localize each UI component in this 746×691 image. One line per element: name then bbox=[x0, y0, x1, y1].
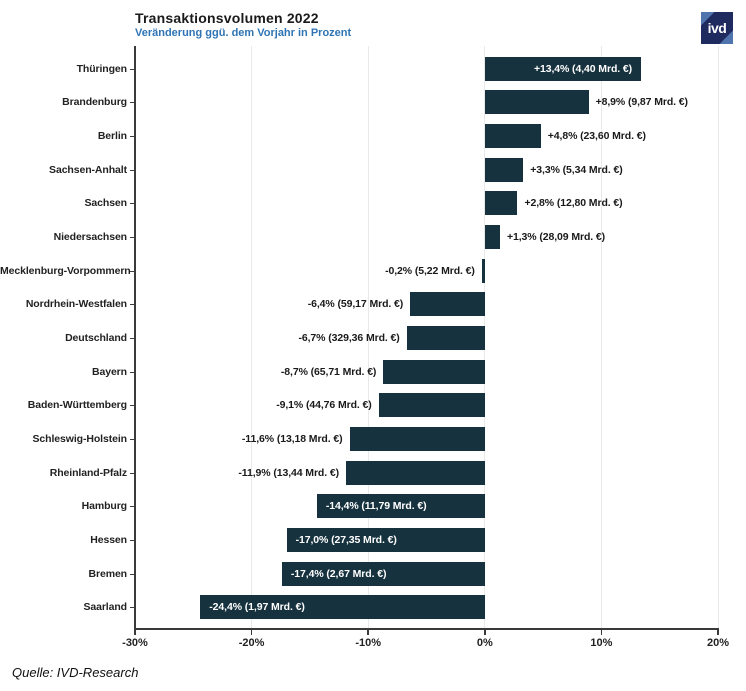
x-axis-tick bbox=[600, 629, 603, 635]
bar-value-label: -11,9% (13,44 Mrd. €) bbox=[238, 466, 340, 479]
category-tick bbox=[130, 203, 135, 205]
bar bbox=[484, 191, 518, 216]
bar-value-label: -17,4% (2,67 Mrd. €) bbox=[290, 567, 387, 580]
x-axis-line bbox=[134, 628, 719, 630]
category-label: Sachsen-Anhalt bbox=[49, 163, 127, 176]
category-tick bbox=[130, 405, 135, 407]
bar-value-label: -8,7% (65,71 Mrd. €) bbox=[280, 365, 377, 378]
bar: -17,0% (27,35 Mrd. €) bbox=[286, 527, 485, 552]
category-label: Brandenburg bbox=[62, 96, 127, 109]
category-tick bbox=[130, 102, 135, 104]
category-label: Thüringen bbox=[76, 62, 128, 75]
category-label: Schleswig-Holstein bbox=[32, 432, 128, 445]
category-tick bbox=[130, 472, 135, 474]
category-tick bbox=[130, 136, 135, 138]
x-axis-tick bbox=[717, 629, 719, 635]
x-tick-label: 0% bbox=[476, 637, 493, 649]
bar bbox=[406, 326, 485, 350]
bar-value-label: -6,4% (59,17 Mrd. €) bbox=[307, 298, 404, 311]
category-tick bbox=[130, 371, 135, 373]
category-label: Saarland bbox=[83, 601, 127, 614]
category-label: Bremen bbox=[88, 567, 128, 580]
category-label: Niedersachsen bbox=[53, 231, 128, 244]
ivd-logo-text: ivd bbox=[707, 19, 727, 36]
bar: -24,4% (1,97 Mrd. €) bbox=[200, 595, 485, 620]
x-tick-label: 10% bbox=[590, 637, 613, 649]
category-tick bbox=[130, 68, 135, 70]
gridline bbox=[484, 46, 486, 628]
source-note: Quelle: IVD-Research bbox=[12, 665, 139, 680]
y-axis-line bbox=[134, 46, 136, 628]
bar-value-label: -9,1% (44,76 Mrd. €) bbox=[276, 399, 372, 412]
gridline bbox=[367, 46, 369, 628]
x-axis-tick bbox=[484, 629, 486, 635]
bar-value-label: +13,4% (4,40 Mrd. €) bbox=[533, 62, 633, 75]
category-label: Hessen bbox=[90, 533, 127, 546]
chart-title: Transaktionsvolumen 2022 bbox=[135, 10, 319, 26]
bar-value-label: -14,4% (11,79 Mrd. €) bbox=[325, 500, 427, 513]
bar-value-label: +2,8% (12,80 Mrd. €) bbox=[524, 197, 623, 210]
x-axis-tick bbox=[250, 629, 253, 635]
bar-value-label: -6,7% (329,36 Mrd. €) bbox=[298, 332, 400, 344]
category-label: Deutschland bbox=[65, 332, 127, 344]
bar-value-label: -0,2% (5,22 Mrd. €) bbox=[385, 264, 475, 277]
bar bbox=[410, 292, 485, 317]
bar bbox=[349, 426, 485, 451]
category-tick bbox=[130, 438, 135, 440]
x-tick-label: -30% bbox=[122, 637, 148, 649]
gridline bbox=[600, 46, 602, 628]
bar bbox=[484, 124, 541, 149]
bar-value-label: +4,8% (23,60 Mrd. €) bbox=[547, 130, 646, 143]
category-tick bbox=[130, 607, 135, 609]
category-label: Nordrhein-Westfalen bbox=[25, 298, 127, 311]
ivd-logo: ivd bbox=[701, 12, 733, 44]
category-label: Rheinland-Pfalz bbox=[49, 466, 127, 479]
gridline bbox=[717, 46, 719, 628]
bar-value-label: -11,6% (13,18 Mrd. €) bbox=[241, 432, 343, 445]
x-axis-tick bbox=[134, 629, 136, 635]
bar bbox=[346, 460, 485, 485]
category-tick bbox=[130, 304, 135, 306]
x-axis-tick bbox=[367, 629, 369, 635]
category-tick bbox=[130, 539, 135, 541]
gridline bbox=[251, 46, 253, 628]
chart-subtitle: Veränderung ggü. dem Vorjahr in Prozent bbox=[135, 27, 352, 39]
category-label: Mecklenburg-Vorpommern bbox=[0, 264, 131, 277]
bar-value-label: +3,3% (5,34 Mrd. €) bbox=[530, 163, 623, 176]
bar bbox=[481, 258, 485, 283]
x-tick-label: 20% bbox=[706, 637, 730, 649]
category-label: Berlin bbox=[97, 130, 127, 143]
bar bbox=[378, 393, 485, 418]
category-tick bbox=[130, 338, 135, 339]
bar bbox=[383, 359, 485, 384]
x-tick-label: -10% bbox=[355, 637, 382, 649]
category-tick bbox=[130, 237, 135, 239]
bar bbox=[484, 157, 524, 182]
bar-value-label: +8,9% (9,87 Mrd. €) bbox=[595, 96, 688, 109]
bar-value-label: -24,4% (1,97 Mrd. €) bbox=[209, 601, 305, 614]
bar: -14,4% (11,79 Mrd. €) bbox=[316, 494, 485, 519]
x-tick-label: -20% bbox=[238, 637, 265, 649]
category-tick bbox=[130, 169, 135, 171]
bar: +13,4% (4,40 Mrd. €) bbox=[484, 56, 642, 81]
category-tick bbox=[130, 573, 135, 575]
category-label: Sachsen bbox=[84, 197, 128, 210]
bar bbox=[484, 90, 589, 115]
category-label: Hamburg bbox=[81, 500, 127, 513]
category-label: Bayern bbox=[91, 365, 127, 378]
category-tick bbox=[130, 506, 135, 508]
bar: -17,4% (2,67 Mrd. €) bbox=[281, 561, 485, 586]
bar-value-label: -17,0% (27,35 Mrd. €) bbox=[295, 533, 397, 546]
bar bbox=[484, 225, 500, 250]
category-label: Baden-Württemberg bbox=[27, 399, 127, 412]
category-tick bbox=[130, 270, 135, 272]
bar-value-label: +1,3% (28,09 Mrd. €) bbox=[506, 231, 606, 244]
